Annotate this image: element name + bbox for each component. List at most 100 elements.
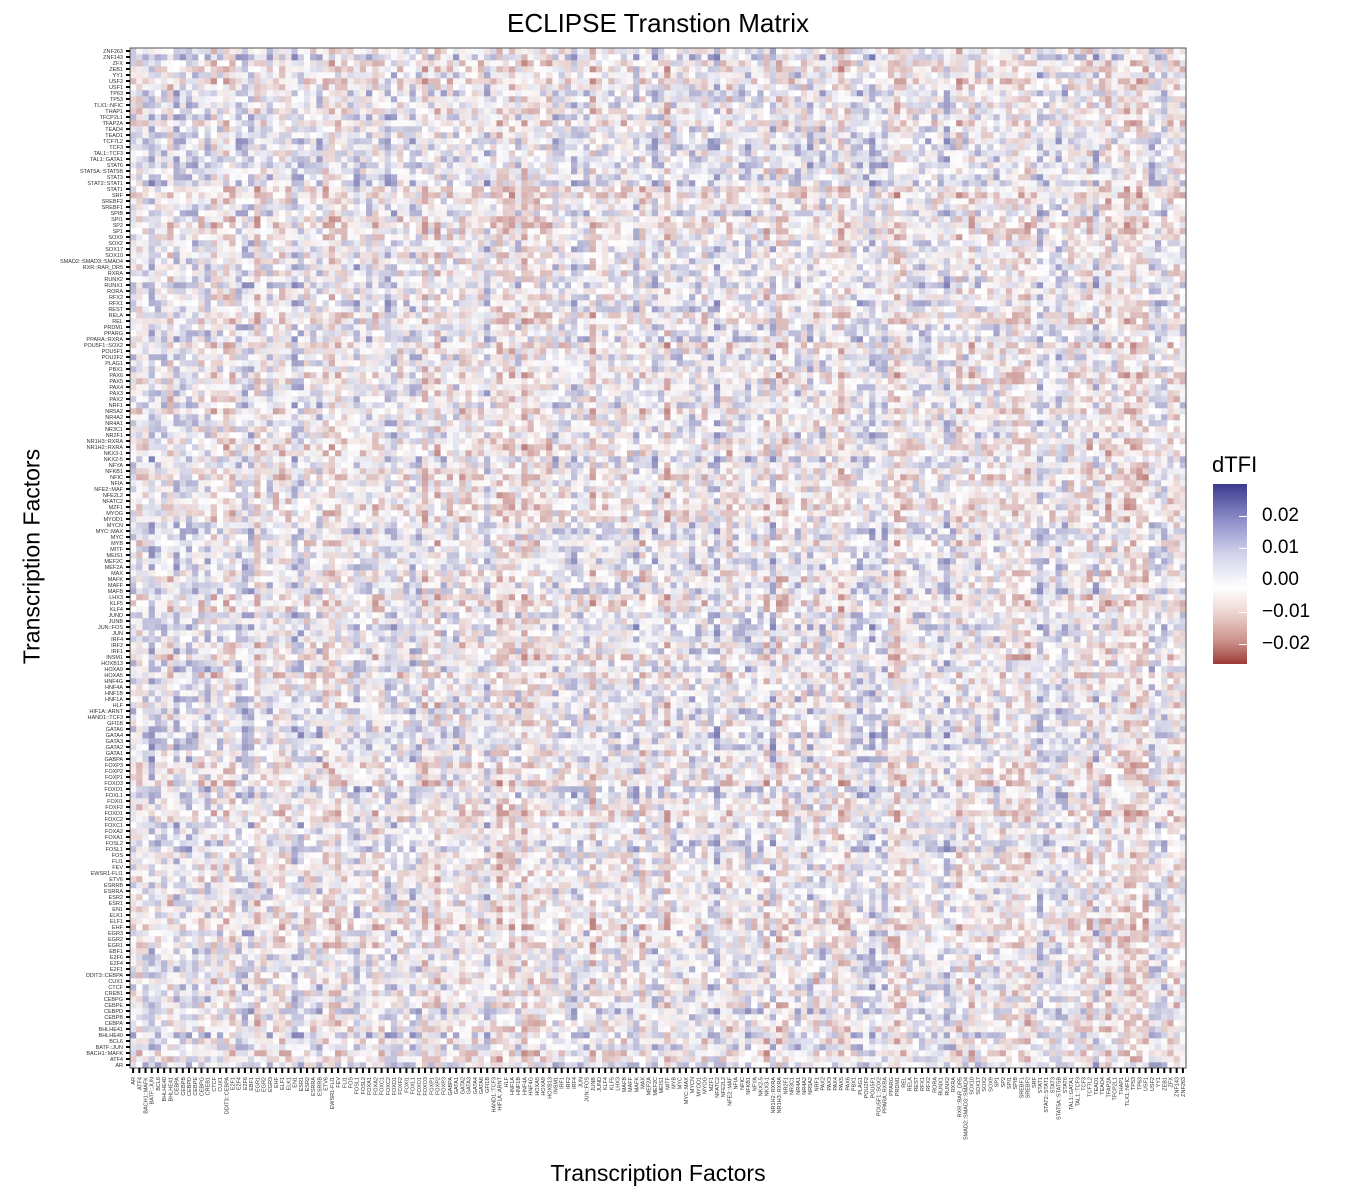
heatmap-cell (223, 618, 230, 624)
heatmap-cell (310, 1056, 317, 1062)
heatmap-cell (260, 750, 267, 756)
heatmap-cell (167, 1002, 174, 1008)
heatmap-cell (279, 252, 286, 258)
heatmap-cell (198, 684, 205, 690)
heatmap-cell (292, 498, 299, 504)
heatmap-cell (142, 972, 149, 978)
heatmap-cell (236, 318, 243, 324)
heatmap-cell (198, 744, 205, 750)
heatmap-cell (273, 222, 280, 228)
heatmap-cell (260, 222, 267, 228)
heatmap-cell (180, 312, 187, 318)
heatmap-cell (161, 708, 168, 714)
heatmap-cell (167, 594, 174, 600)
heatmap-cell (229, 384, 236, 390)
heatmap-cell (167, 642, 174, 648)
heatmap-cell (198, 492, 205, 498)
heatmap-cell (298, 324, 305, 330)
heatmap-cell (298, 480, 305, 486)
heatmap-cell (236, 246, 243, 252)
heatmap-cell (254, 750, 261, 756)
heatmap-cell (298, 624, 305, 630)
heatmap-cell (279, 816, 286, 822)
heatmap-cell (242, 726, 249, 732)
heatmap-cell (236, 630, 243, 636)
heatmap-cell (180, 528, 187, 534)
heatmap-cell (217, 144, 224, 150)
heatmap-cell (149, 918, 156, 924)
heatmap-cell (136, 750, 143, 756)
heatmap-cell (273, 474, 280, 480)
heatmap-cell (254, 864, 261, 870)
heatmap-cell (180, 552, 187, 558)
heatmap-cell (217, 954, 224, 960)
heatmap-cell (223, 780, 230, 786)
heatmap-cell (136, 276, 143, 282)
heatmap-cell (236, 822, 243, 828)
heatmap-cell (292, 1026, 299, 1032)
heatmap-cell (229, 768, 236, 774)
heatmap-cell (186, 924, 193, 930)
heatmap-cell (285, 738, 292, 744)
heatmap-cell (298, 1056, 305, 1062)
heatmap-cell (260, 516, 267, 522)
heatmap-cell (205, 738, 212, 744)
heatmap-cell (136, 990, 143, 996)
heatmap-cell (223, 126, 230, 132)
heatmap-cell (211, 906, 218, 912)
heatmap-cell (217, 402, 224, 408)
heatmap-cell (242, 1056, 249, 1062)
heatmap-cell (310, 786, 317, 792)
heatmap-cell (229, 726, 236, 732)
heatmap-cell (292, 924, 299, 930)
heatmap-cell (298, 258, 305, 264)
heatmap-cell (198, 120, 205, 126)
heatmap-cell (242, 456, 249, 462)
heatmap-cell (298, 378, 305, 384)
heatmap-cell (130, 360, 137, 366)
heatmap-cell (136, 258, 143, 264)
heatmap-cell (186, 672, 193, 678)
heatmap-cell (236, 738, 243, 744)
heatmap-cell (161, 624, 168, 630)
heatmap-cell (155, 348, 162, 354)
heatmap-cell (292, 822, 299, 828)
heatmap-cell (180, 642, 187, 648)
heatmap-cell (285, 234, 292, 240)
heatmap-cell (180, 582, 187, 588)
heatmap-cell (180, 54, 187, 60)
heatmap-cell (161, 48, 168, 54)
heatmap-cell (273, 264, 280, 270)
heatmap-cell (298, 330, 305, 336)
heatmap-cell (254, 372, 261, 378)
heatmap-cell (304, 108, 311, 114)
heatmap-cell (260, 396, 267, 402)
heatmap-cell (142, 72, 149, 78)
heatmap-cell (273, 354, 280, 360)
heatmap-cell (292, 792, 299, 798)
heatmap-cell (279, 78, 286, 84)
heatmap-cell (236, 636, 243, 642)
heatmap-cell (298, 960, 305, 966)
heatmap-cell (192, 78, 199, 84)
heatmap-cell (186, 438, 193, 444)
heatmap-cell (149, 498, 156, 504)
heatmap-cell (279, 540, 286, 546)
heatmap-cell (217, 858, 224, 864)
heatmap-cell (248, 810, 255, 816)
heatmap-cell (142, 954, 149, 960)
heatmap-cell (229, 642, 236, 648)
heatmap-cell (205, 486, 212, 492)
heatmap-cell (229, 894, 236, 900)
heatmap-cell (242, 822, 249, 828)
heatmap-cell (248, 540, 255, 546)
heatmap-cell (292, 474, 299, 480)
heatmap-cell (130, 840, 137, 846)
heatmap-cell (254, 960, 261, 966)
heatmap-cell (223, 90, 230, 96)
heatmap-cell (292, 624, 299, 630)
heatmap-cell (173, 462, 180, 468)
heatmap-cell (186, 768, 193, 774)
heatmap-cell (298, 216, 305, 222)
heatmap-cell (167, 684, 174, 690)
